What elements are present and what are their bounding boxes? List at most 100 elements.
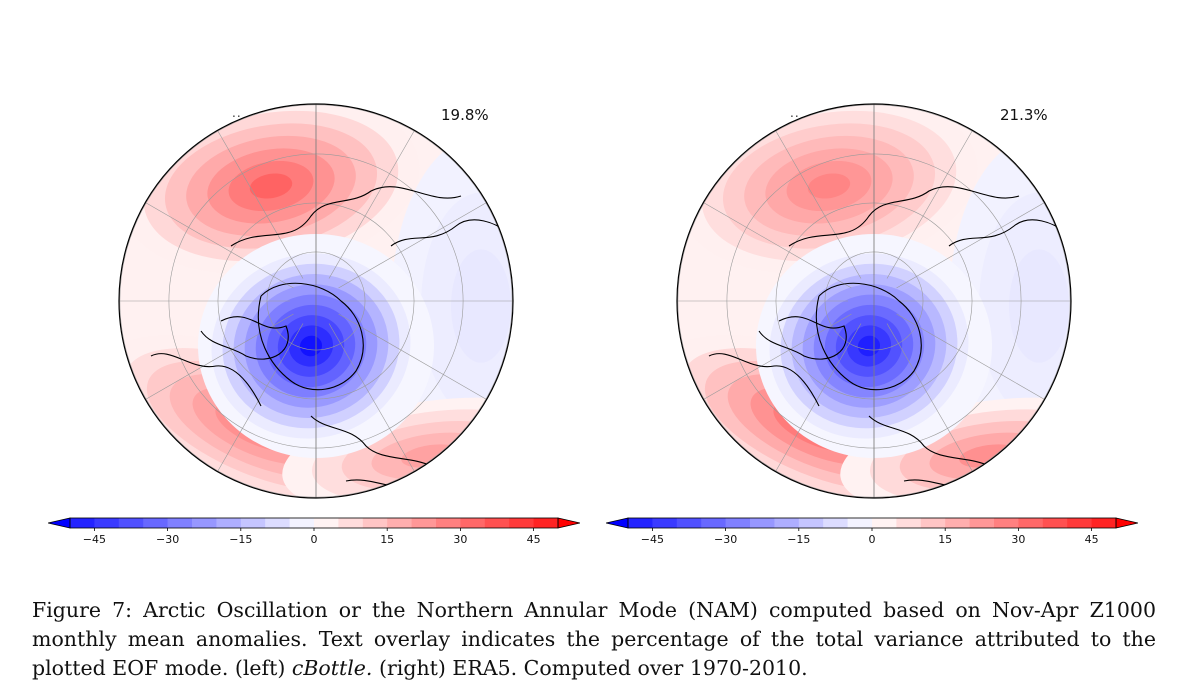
anomaly-contour [451, 249, 511, 363]
colorbar-bin [1018, 518, 1044, 528]
meridian [338, 313, 487, 400]
colorbar-bin [701, 518, 727, 528]
colorbar-left: −45 −30 −15 0 15 30 45 [48, 517, 580, 546]
colorbar-bin [945, 518, 971, 528]
colorbar-tick-label: 45 [527, 533, 541, 546]
coastline [948, 219, 1070, 247]
coastline [788, 186, 1020, 247]
colorbar-tick-label: 30 [1011, 533, 1025, 546]
colorbar-tick-label: −15 [787, 533, 810, 546]
variance-label: 19.8% [441, 106, 489, 124]
colorbar-tick-label: −15 [229, 533, 252, 546]
colorbar-tick-label: 0 [869, 533, 876, 546]
colorbar-bin [338, 518, 364, 528]
map-field [677, 104, 1071, 498]
meridian [886, 323, 973, 472]
colorbar-bin [289, 518, 315, 528]
colorbar-bin [265, 518, 291, 528]
meridian [217, 130, 304, 279]
meridian [896, 202, 1045, 289]
variance-label: 21.3% [1000, 106, 1048, 124]
caption-body-1: Arctic Oscillation or the Northern Annul… [32, 598, 1156, 680]
colorbar-bin [387, 518, 413, 528]
colorbar-bin [750, 518, 775, 528]
caption-body-2: (right) ERA5. Computed over 1970-2010. [372, 656, 808, 680]
colorbar-bin [216, 518, 242, 528]
colorbar-bin [896, 518, 922, 528]
meridian [328, 323, 415, 472]
anomaly-contour [249, 173, 293, 199]
colorbar-tick-label: −30 [714, 533, 737, 546]
meridian [703, 313, 852, 400]
colorbar-extend-min [48, 517, 71, 529]
arctic-low [211, 253, 411, 439]
colorbar-bin [533, 518, 559, 528]
anomaly-contour [857, 335, 881, 357]
colorbar-bin [70, 518, 95, 528]
polar-map-right [676, 103, 1072, 499]
colorbar-bin [436, 518, 461, 528]
meridian [145, 313, 294, 400]
colorbar-tick-label: 30 [453, 533, 467, 546]
coastline [758, 316, 847, 360]
colorbar-bin [94, 518, 120, 528]
colorbar-bin [362, 518, 388, 528]
colorbar-bin [411, 518, 437, 528]
colorbar-bin [118, 518, 144, 528]
meridian [775, 130, 862, 279]
colorbar-extend-max [1115, 517, 1138, 529]
colorbar-bin [847, 518, 873, 528]
colorbar-extend-max [557, 517, 580, 529]
colorbar-bin [920, 518, 946, 528]
coastline [230, 186, 462, 247]
panel-corner-text: .. [232, 106, 242, 120]
colorbar-bin [143, 518, 169, 528]
colorbar-extend-min [606, 517, 629, 529]
coastline [390, 219, 512, 247]
colorbar-bin [192, 518, 217, 528]
caption-italic-cbottle: cBottle. [291, 656, 373, 680]
meridian [886, 130, 973, 279]
anomaly-contour [1009, 249, 1069, 363]
map-field [119, 104, 513, 498]
meridian [145, 202, 294, 289]
pacific-high [122, 104, 420, 274]
caption-prefix: Figure 7: [32, 598, 133, 622]
colorbar-bin [1042, 518, 1068, 528]
meridian [775, 323, 862, 472]
colorbar-bin [969, 518, 995, 528]
colorbar-right: −45 −30 −15 0 15 30 45 [606, 517, 1138, 546]
colorbar-tick-label: 15 [380, 533, 394, 546]
colorbar-bin [314, 518, 339, 528]
coastline [257, 282, 364, 391]
colorbar-bin [652, 518, 678, 528]
anomaly-contour [299, 335, 323, 357]
colorbar-bin [774, 518, 800, 528]
colorbar-bin [484, 518, 510, 528]
colorbar-tick-label: 45 [1085, 533, 1099, 546]
colorbar-bin [460, 518, 486, 528]
meridian [338, 202, 487, 289]
coastline [708, 353, 820, 407]
colorbar-tick-label: −30 [156, 533, 179, 546]
colorbar-bin [1067, 518, 1093, 528]
anomaly-contour [807, 173, 851, 199]
meridian [328, 130, 415, 279]
meridian [896, 313, 1045, 400]
colorbar-tick-label: 0 [311, 533, 318, 546]
meridian [703, 202, 852, 289]
meridian [217, 323, 304, 472]
colorbar-bin [509, 518, 535, 528]
colorbar-tick-label: −45 [641, 533, 664, 546]
polar-map-left [118, 103, 514, 499]
colorbar-bin [725, 518, 751, 528]
colorbar-bin [1091, 518, 1117, 528]
eof-panel-right: .. 21.3% −45 −30 −15 0 15 30 45 [578, 90, 1138, 570]
colorbar-bin [676, 518, 702, 528]
coastline [150, 353, 262, 407]
colorbar-tick-label: 15 [938, 533, 952, 546]
map-boundary [676, 103, 1072, 499]
colorbar-bin [994, 518, 1019, 528]
arctic-low [769, 253, 969, 439]
map-boundary [118, 103, 514, 499]
